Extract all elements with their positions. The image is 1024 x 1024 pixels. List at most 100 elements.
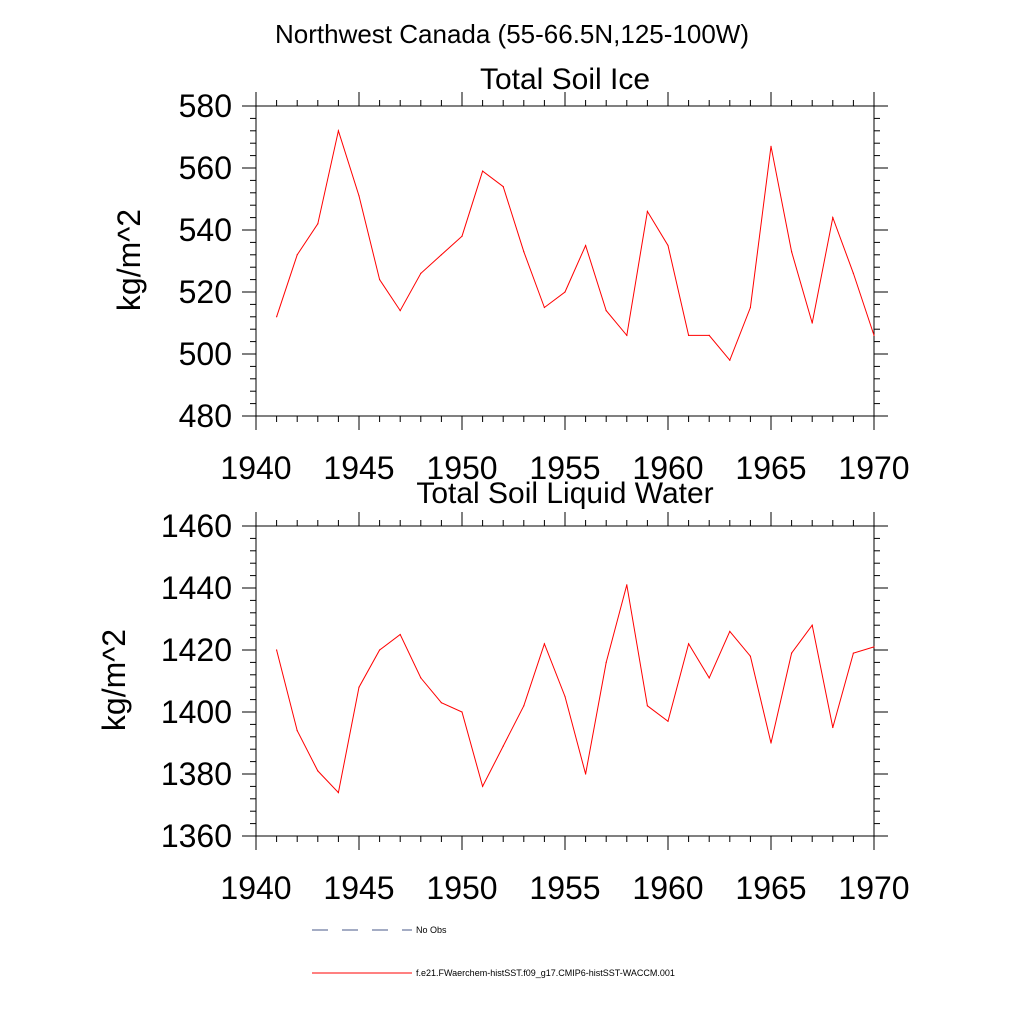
data-point: [420, 677, 422, 679]
x-tick-label: 1965: [735, 450, 806, 486]
data-point: [482, 170, 484, 172]
x-tick-label: 1940: [220, 450, 291, 486]
data-point: [832, 726, 834, 729]
y-tick-label: 580: [179, 88, 232, 124]
data-point: [358, 195, 360, 197]
y-tick-label: 540: [179, 212, 232, 248]
data-point: [276, 316, 278, 318]
panel-title: Total Soil Ice: [480, 63, 650, 96]
data-point: [729, 359, 731, 361]
data-point: [749, 306, 752, 309]
panel-total-soil-ice: Total Soil Ice 1940 1945 1950 1955 1960 1965 1…: [111, 63, 910, 486]
data-point: [708, 677, 710, 679]
data-point: [543, 643, 546, 645]
y-tick-label: 560: [179, 150, 232, 186]
data-point: [358, 686, 360, 688]
data-point: [276, 649, 278, 651]
panel-title: Total Soil Liquid Water: [416, 477, 713, 510]
data-point: [543, 306, 546, 309]
data-point: [811, 624, 813, 626]
data-point: [585, 244, 587, 247]
data-point: [296, 254, 298, 256]
data-point: [749, 655, 752, 657]
y-tick-label: 1420: [161, 632, 232, 668]
x-tick-label: 1945: [323, 870, 394, 906]
x-tick-label: 1950: [426, 870, 497, 906]
data-point: [337, 792, 339, 794]
series-line: [276, 128, 875, 362]
data-point: [791, 251, 793, 253]
y-axis-label: kg/m^2: [96, 629, 132, 731]
data-point: [523, 705, 525, 707]
data-point: [873, 646, 875, 648]
y-tick-label: 1400: [161, 694, 232, 730]
data-point: [646, 210, 649, 212]
data-point: [296, 730, 298, 732]
data-point: [811, 322, 813, 324]
data-point: [832, 217, 834, 219]
x-tick-label: 1955: [529, 870, 600, 906]
data-point: [379, 649, 381, 651]
legend-obs-label: No Obs: [416, 925, 447, 935]
plot-frame: [255, 525, 875, 837]
y-tick-label: 1380: [161, 756, 232, 792]
y-axis-label: kg/m^2: [111, 209, 147, 311]
data-point: [523, 251, 525, 253]
plot-area: [276, 128, 875, 362]
x-tick-label: 1960: [632, 870, 703, 906]
data-point: [688, 643, 690, 645]
data-point: [626, 334, 628, 336]
data-point: [379, 279, 381, 281]
x-tick-label: 1960: [632, 450, 703, 486]
x-tick-label: 1970: [838, 450, 909, 486]
data-point: [399, 310, 401, 312]
data-point: [852, 272, 855, 274]
data-point: [461, 711, 463, 713]
data-point: [688, 334, 690, 336]
data-point: [461, 235, 463, 237]
figure-title: Northwest Canada (55-66.5N,125-100W): [275, 19, 749, 49]
data-point: [646, 705, 649, 707]
data-point: [873, 334, 875, 336]
panel-total-soil-liquid-water: Total Soil Liquid Water 1940 1945 1950 1955…: [96, 477, 910, 906]
y-tick-label: 1440: [161, 570, 232, 606]
data-point: [605, 661, 607, 664]
data-point: [791, 652, 793, 654]
data-point: [482, 785, 484, 788]
data-point: [440, 254, 442, 256]
data-point: [564, 291, 566, 293]
axes: 1940 1945 1950 1955 1960 1965 1970 1360 1380 1400…: [161, 508, 910, 906]
data-point: [337, 130, 339, 132]
data-point: [502, 745, 504, 747]
y-tick-label: 1360: [161, 818, 232, 854]
y-tick-label: 480: [179, 398, 232, 434]
x-tick-label: 1970: [838, 870, 909, 906]
data-point: [564, 695, 566, 698]
legend: No Obs f.e21.FWaerchem-histSST.f09_g17.C…: [312, 925, 675, 978]
data-point: [502, 186, 504, 188]
x-tick-label: 1950: [426, 450, 497, 486]
data-point: [399, 633, 401, 636]
x-tick-label: 1945: [323, 450, 394, 486]
data-point: [420, 272, 422, 274]
plot-frame: [255, 105, 875, 417]
series-line: [276, 584, 875, 794]
data-point: [317, 223, 319, 225]
data-point: [852, 652, 855, 654]
x-tick-label: 1965: [735, 870, 806, 906]
legend-model-label: f.e21.FWaerchem-histSST.f09_g17.CMIP6-hi…: [416, 968, 675, 978]
data-point: [770, 742, 772, 744]
data-point: [729, 630, 731, 633]
y-tick-label: 520: [179, 274, 232, 310]
data-point: [770, 145, 772, 147]
data-point: [667, 244, 669, 247]
data-point: [626, 584, 628, 586]
y-tick-label: 1460: [161, 508, 232, 544]
data-point: [708, 334, 710, 336]
x-tick-label: 1955: [529, 450, 600, 486]
axes: 1940 1945 1950 1955 1960 1965 1970 480 500 520 540…: [179, 88, 910, 486]
data-point: [605, 310, 607, 312]
data-point: [440, 702, 442, 704]
data-point: [317, 770, 319, 772]
